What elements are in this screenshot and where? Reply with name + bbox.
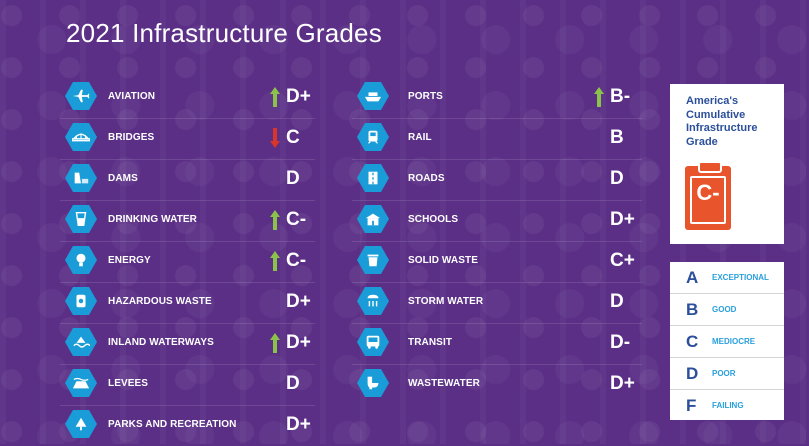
category-row-transit: TRANSIT D-: [352, 324, 642, 365]
category-row-rail: RAIL B: [352, 119, 642, 160]
legend-letter: F: [686, 396, 697, 415]
category-row-drinking-water: DRINKING WATER C-: [60, 201, 315, 242]
category-grade: D+: [286, 414, 311, 435]
category-grade: C-: [286, 250, 307, 271]
category-label: SOLID WASTE: [408, 255, 478, 266]
category-label: INLAND WATERWAYS: [108, 337, 214, 348]
category-grade: D: [286, 168, 300, 189]
clipboard-icon: C-: [685, 161, 731, 230]
hazard-barrel-icon: [65, 287, 97, 315]
category-grade: C: [286, 127, 300, 148]
category-label: PARKS AND RECREATION: [108, 419, 237, 430]
category-row-storm-water: STORM WATER D: [352, 283, 642, 324]
dam-icon: [65, 164, 97, 192]
road-icon: [357, 164, 389, 192]
category-label: STORM WATER: [408, 296, 484, 307]
category-row-hazardous-waste: HAZARDOUS WASTE D+: [60, 283, 315, 324]
category-row-parks-and-recreation: PARKS AND RECREATION D+: [60, 406, 315, 446]
category-row-bridges: BRIDGES C: [60, 119, 315, 160]
category-label: DRINKING WATER: [108, 214, 197, 225]
waterway-icon: [65, 328, 97, 356]
grade-legend: A EXCEPTIONAL B GOOD C MEDIOCRE D POOR F…: [670, 262, 784, 420]
legend-row: D POOR: [670, 358, 784, 390]
category-label: PORTS: [408, 91, 443, 102]
levee-icon: [65, 369, 97, 397]
category-row-dams: DAMS D: [60, 160, 315, 201]
category-row-energy: ENERGY C-: [60, 242, 315, 283]
category-grade: D: [610, 291, 624, 312]
category-grade: B-: [610, 86, 631, 107]
category-row-schools: SCHOOLS D+: [352, 201, 642, 242]
bus-icon: [357, 328, 389, 356]
category-label: SCHOOLS: [408, 214, 459, 225]
trend-down-arrow-icon: [270, 128, 280, 148]
category-label: RAIL: [408, 132, 432, 143]
legend-letter: B: [686, 300, 699, 319]
right-category-list: PORTS B- RAIL B ROADS D SCHOOLS D+ SOLID…: [352, 78, 642, 405]
category-grade: D+: [610, 373, 635, 394]
legend-row: F FAILING: [670, 390, 784, 421]
category-label: HAZARDOUS WASTE: [108, 296, 212, 307]
cumulative-grade-heading: America's Cumulative Infrastructure Grad…: [686, 95, 758, 148]
category-grade: D-: [610, 332, 631, 353]
legend-word: MEDIOCRE: [712, 337, 756, 346]
trend-up-arrow-icon: [270, 333, 280, 353]
category-grade: B: [610, 127, 624, 148]
ship-icon: [357, 82, 389, 110]
legend-row: A EXCEPTIONAL: [670, 262, 784, 294]
category-grade: D: [610, 168, 624, 189]
category-label: TRANSIT: [408, 337, 453, 348]
train-icon: [357, 123, 389, 151]
category-grade: D+: [286, 291, 311, 312]
tree-icon: [65, 410, 97, 438]
legend-word: GOOD: [712, 305, 737, 314]
page-title: 2021 Infrastructure Grades: [66, 18, 382, 48]
trend-up-arrow-icon: [594, 87, 604, 107]
legend-letter: A: [686, 268, 699, 287]
lightbulb-icon: [65, 246, 97, 274]
category-row-solid-waste: SOLID WASTE C+: [352, 242, 642, 283]
cumulative-grade-value: C-: [696, 180, 720, 205]
trash-can-icon: [357, 246, 389, 274]
category-row-ports: PORTS B-: [352, 78, 642, 119]
category-row-aviation: AVIATION D+: [60, 78, 315, 119]
category-grade: D+: [286, 86, 311, 107]
legend-word: EXCEPTIONAL: [712, 273, 769, 282]
category-row-roads: ROADS D: [352, 160, 642, 201]
category-grade: C+: [610, 250, 635, 271]
category-grade: D+: [286, 332, 311, 353]
legend-word: FAILING: [712, 401, 744, 410]
legend-row: C MEDIOCRE: [670, 326, 784, 358]
trend-up-arrow-icon: [270, 210, 280, 230]
category-grade: D+: [610, 209, 635, 230]
category-label: ROADS: [408, 173, 445, 184]
legend-word: POOR: [712, 369, 736, 378]
category-grade: C-: [286, 209, 307, 230]
category-label: AVIATION: [108, 91, 156, 102]
school-icon: [357, 205, 389, 233]
left-category-list: AVIATION D+ BRIDGES C DAMS D DRINKING WA…: [60, 78, 315, 446]
category-grade: D: [286, 373, 300, 394]
category-label: LEVEES: [108, 378, 149, 389]
storm-drain-icon: [357, 287, 389, 315]
toilet-icon: [357, 369, 389, 397]
category-label: BRIDGES: [108, 132, 155, 143]
category-label: ENERGY: [108, 255, 151, 266]
category-row-levees: LEVEES D: [60, 365, 315, 406]
legend-letter: C: [686, 332, 699, 351]
water-glass-icon: [65, 205, 97, 233]
trend-up-arrow-icon: [270, 251, 280, 271]
category-row-wastewater: WASTEWATER D+: [352, 365, 642, 405]
cumulative-grade-card: America's Cumulative Infrastructure Grad…: [670, 84, 784, 244]
bridge-icon: [65, 123, 97, 151]
legend-letter: D: [686, 364, 699, 383]
trend-up-arrow-icon: [270, 87, 280, 107]
legend-row: B GOOD: [670, 294, 784, 326]
category-label: WASTEWATER: [408, 378, 480, 389]
airplane-icon: [65, 82, 97, 110]
category-label: DAMS: [108, 173, 138, 184]
category-row-inland-waterways: INLAND WATERWAYS D+: [60, 324, 315, 365]
